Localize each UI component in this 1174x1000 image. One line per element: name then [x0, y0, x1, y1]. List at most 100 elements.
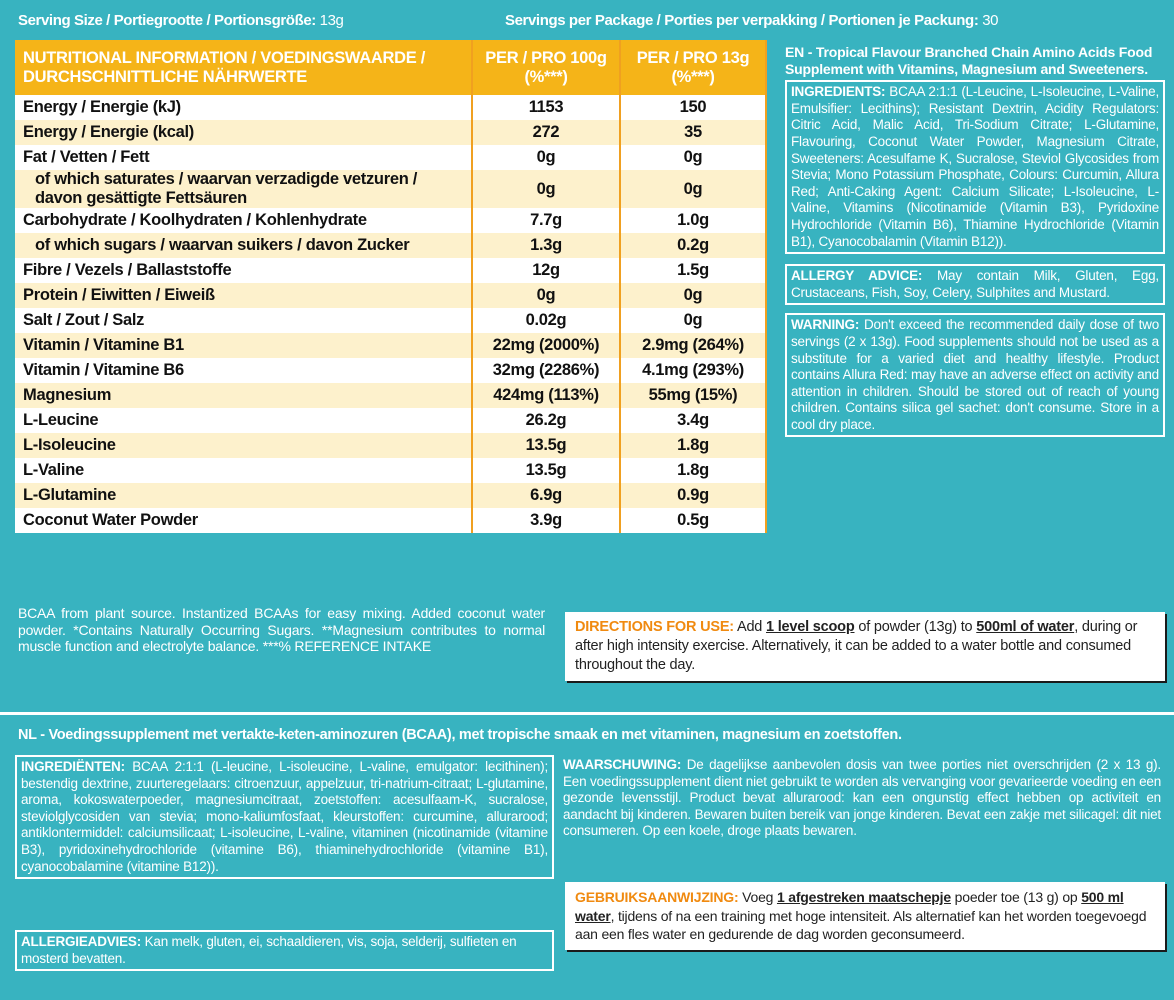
table-row: Coconut Water Powder 3.9g 0.5g: [15, 508, 767, 533]
nutrient-name: of which saturates / waarvan verzadigde …: [15, 170, 473, 208]
label: Serving Size / Portiegrootte / Portionsg…: [18, 12, 316, 29]
nl-allergy: ALLERGIEADVIES: Kan melk, gluten, ei, sc…: [15, 930, 554, 972]
table-row: of which sugars / waarvan suikers / davo…: [15, 233, 767, 258]
nutrient-name: Vitamin / Vitamine B6: [15, 358, 473, 383]
nutrition-table: NUTRITIONAL INFORMATION / VOEDINGSWAARDE…: [15, 40, 767, 533]
nutrient-value: 55mg (15%): [620, 383, 767, 408]
text: Kan melk, gluten, ei, schaaldieren, vis,…: [21, 934, 517, 966]
nutrient-name: Carbohydrate / Koolhydraten / Kohlenhydr…: [15, 208, 473, 233]
header-cell: PER / PRO 100g (%***): [472, 40, 621, 95]
nutrient-value: 3.9g: [472, 508, 621, 533]
nutrient-value: 0.5g: [620, 508, 767, 533]
nutrient-value: 4.1mg (293%): [620, 358, 767, 383]
serving-size: Serving Size / Portiegrootte / Portionsg…: [18, 12, 344, 29]
nutrient-value: 35: [620, 120, 767, 145]
label: ALLERGY ADVICE:: [791, 268, 923, 284]
nutrient-value: 12g: [472, 258, 621, 283]
table-row: Energy / Energie (kJ) 1153 150: [15, 95, 767, 120]
nutrient-value: 0g: [620, 308, 767, 333]
nutrient-value: 32mg (2286%): [472, 358, 621, 383]
table-body: Energy / Energie (kJ) 1153 150 Energy / Ene…: [15, 95, 767, 533]
text: May contain Milk, Gluten, Egg, Crustacea…: [791, 268, 1159, 300]
nutrient-name: of which sugars / waarvan suikers / davo…: [15, 233, 473, 258]
nl-directions: GEBRUIKSAANWIJZING: Voeg 1 afgestreken m…: [565, 882, 1165, 950]
text: Voeg: [742, 889, 774, 905]
nutrient-value: 13.5g: [472, 433, 621, 458]
servings-per-package: Servings per Package / Porties per verpa…: [505, 12, 998, 29]
nutrient-name: Coconut Water Powder: [15, 508, 473, 533]
nutrient-value: 7.7g: [472, 208, 621, 233]
header-row: NUTRITIONAL INFORMATION / VOEDINGSWAARDE…: [15, 40, 767, 95]
nutrient-name: Salt / Zout / Salz: [15, 308, 473, 333]
table-row: L-Glutamine 6.9g 0.9g: [15, 483, 767, 508]
nutrient-name: L-Glutamine: [15, 483, 473, 508]
nutrient-name: Fibre / Vezels / Ballaststoffe: [15, 258, 473, 283]
nutrient-name: L-Valine: [15, 458, 473, 483]
text: De dagelijkse aanbevolen dosis van twee …: [563, 757, 1161, 839]
nutrient-value: 0.02g: [472, 308, 621, 333]
nutrient-value: 13.5g: [472, 458, 621, 483]
value: 30: [982, 12, 999, 29]
nutrient-name: L-Leucine: [15, 408, 473, 433]
label: DIRECTIONS FOR USE:: [575, 619, 734, 635]
scoop: 1 level scoop: [766, 619, 855, 635]
nutrient-value: 1.0g: [620, 208, 767, 233]
nutrient-value: 272: [472, 120, 621, 145]
nutrient-value: 2.9mg (264%): [620, 333, 767, 358]
text: of powder (13g) to: [858, 619, 973, 635]
text: Don't exceed the recommended daily dose …: [791, 317, 1160, 432]
nutrient-value: 1.8g: [620, 433, 767, 458]
text: BCAA 2:1:1 (L-Leucine, L-Isoleucine, L-V…: [791, 84, 1159, 249]
nutrient-value: 22mg (2000%): [472, 333, 621, 358]
en-directions: DIRECTIONS FOR USE: Add 1 level scoop of…: [565, 612, 1165, 681]
water: 500 ml water: [575, 889, 1124, 924]
table-row: L-Leucine 26.2g 3.4g: [15, 408, 767, 433]
nutrient-value: 0g: [620, 283, 767, 308]
nutrient-name: Fat / Vetten / Fett: [15, 145, 473, 170]
table-row: of which saturates / waarvan verzadigde …: [15, 170, 767, 208]
table-row: L-Isoleucine 13.5g 1.8g: [15, 433, 767, 458]
nl-warning: WAARSCHUWING: De dagelijkse aanbevolen d…: [563, 757, 1161, 840]
label: ALLERGIEADVIES:: [21, 934, 142, 949]
nutrient-value: 1.5g: [620, 258, 767, 283]
nutrient-name: Magnesium: [15, 383, 473, 408]
value: 13g: [319, 12, 344, 29]
table-row: Magnesium 424mg (113%) 55mg (15%): [15, 383, 767, 408]
nutrient-value: 0g: [472, 170, 621, 208]
separator: [0, 712, 1174, 715]
nutrient-value: 0.2g: [620, 233, 767, 258]
nutrient-value: 6.9g: [472, 483, 621, 508]
en-warning: WARNING: Don't exceed the recommended da…: [785, 313, 1165, 438]
label: Servings per Package / Porties per verpa…: [505, 12, 979, 29]
nutrient-value: 150: [620, 95, 767, 120]
nutrient-value: 0g: [620, 145, 767, 170]
text: BCAA 2:1:1 (L-leucine, L-isoleucine, L-v…: [21, 759, 548, 874]
table-row: L-Valine 13.5g 1.8g: [15, 458, 767, 483]
nutrient-value: 0g: [472, 145, 621, 170]
nutrient-name: Energy / Energie (kcal): [15, 120, 473, 145]
table-row: Fat / Vetten / Fett 0g 0g: [15, 145, 767, 170]
nutrient-value: 0g: [620, 170, 767, 208]
table-row: Vitamin / Vitamine B6 32mg (2286%) 4.1mg (…: [15, 358, 767, 383]
nutrient-value: 1.8g: [620, 458, 767, 483]
text: , during or after high intensity exercis…: [575, 619, 1138, 673]
table-row: Protein / Eiwitten / Eiweiß 0g 0g: [15, 283, 767, 308]
label: WAARSCHUWING:: [563, 757, 682, 772]
en-section: EN - Tropical Flavour Branched Chain Ami…: [785, 44, 1165, 438]
text: poeder toe (13 g) op: [954, 889, 1078, 905]
water: 500ml of water: [976, 619, 1075, 635]
text: Add: [736, 619, 763, 635]
text: , tijdens of na een training met hoge in…: [575, 907, 1147, 943]
header-cell: NUTRITIONAL INFORMATION / VOEDINGSWAARDE…: [15, 40, 473, 95]
table-row: Fibre / Vezels / Ballaststoffe 12g 1.5g: [15, 258, 767, 283]
label: INGREDIËNTEN:: [21, 759, 125, 774]
nutrient-value: 26.2g: [472, 408, 621, 433]
label: GEBRUIKSAANWIJZING:: [575, 889, 739, 905]
nutrient-name: Protein / Eiwitten / Eiweiß: [15, 283, 473, 308]
label: INGREDIENTS:: [791, 84, 886, 100]
nutrient-value: 0.9g: [620, 483, 767, 508]
en-allergy: ALLERGY ADVICE: May contain Milk, Gluten…: [785, 264, 1165, 306]
en-title: EN - Tropical Flavour Branched Chain Ami…: [785, 44, 1153, 77]
